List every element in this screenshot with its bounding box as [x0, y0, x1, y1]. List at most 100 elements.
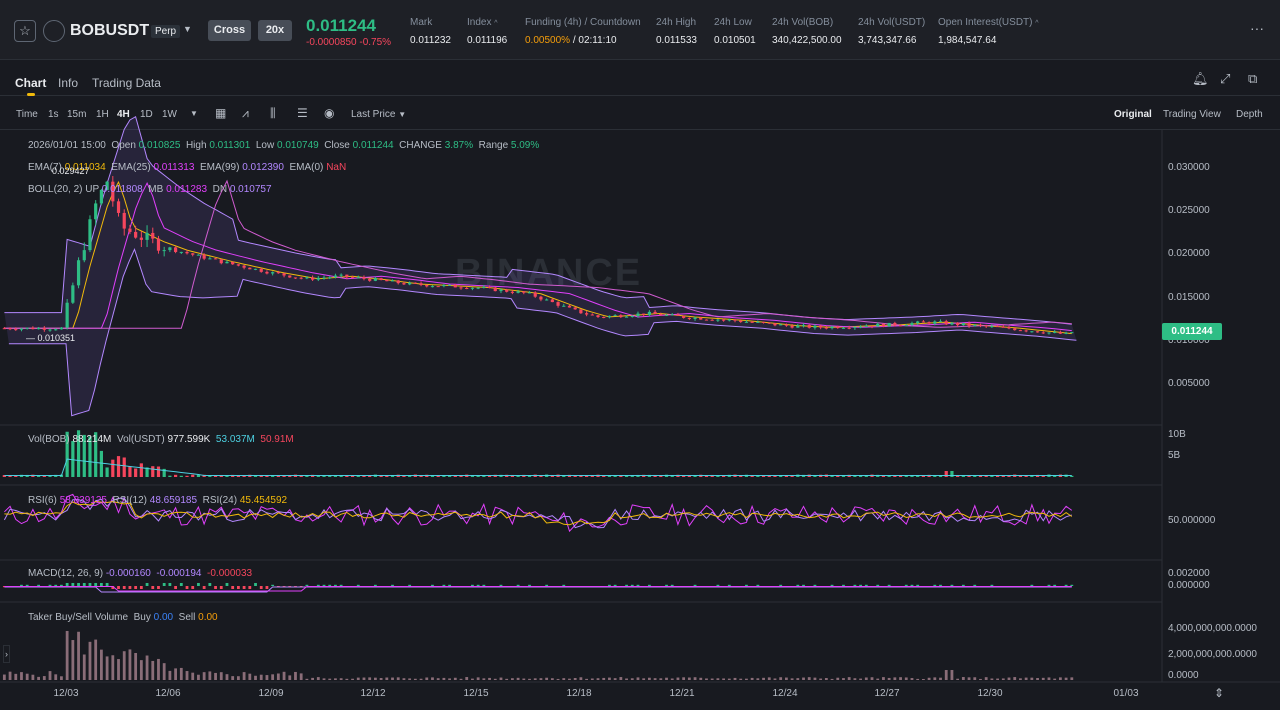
ohlc-legend: 2026/01/01 15:00 Open 0.010825 High 0.01…: [28, 140, 540, 151]
taker-volume-bar: [807, 677, 811, 680]
target-icon[interactable]: ◉: [324, 106, 335, 120]
taker-volume-bar: [391, 677, 394, 680]
taker-volume-bar: [893, 677, 897, 680]
volume-bar: [322, 475, 326, 477]
candle-body: [1024, 330, 1028, 332]
macd-hist-bar: [25, 584, 29, 586]
bell-icon[interactable]: 🔔︎: [1192, 71, 1209, 86]
candle-body: [545, 299, 549, 301]
expand-left-icon[interactable]: ›: [3, 645, 10, 663]
macd-hist-bar: [1030, 584, 1034, 586]
macd-hist-bar: [516, 584, 520, 586]
candle-type-icon[interactable]: ⫼: [270, 106, 276, 120]
active-tab-indicator: [27, 93, 35, 96]
taker-volume-bar: [42, 676, 46, 680]
macd-hist-bar: [65, 583, 69, 586]
candle-body: [790, 325, 794, 328]
view-depth[interactable]: Depth: [1236, 109, 1263, 120]
interval-dropdown-icon[interactable]: ▼: [190, 109, 198, 118]
candle-body: [716, 319, 720, 321]
taker-volume-bar: [853, 678, 857, 680]
macd-hist-bar: [391, 584, 394, 586]
taker-volume-bar: [510, 678, 514, 680]
leverage-button[interactable]: 20x: [258, 20, 292, 41]
macd-hist-bar: [1053, 584, 1057, 586]
interval-1d[interactable]: 1D: [140, 109, 153, 120]
volume-bar: [122, 457, 126, 477]
macd-hist-bar: [219, 586, 223, 589]
margin-mode-button[interactable]: Cross: [208, 20, 251, 41]
market-header: ☆ BOBUSDT Perp ▼ Cross 20x 0.011244 -0.0…: [0, 0, 1280, 60]
settings-list-icon[interactable]: ☰: [297, 106, 308, 120]
popout-icon[interactable]: ⧉: [1248, 71, 1258, 86]
volume-bar: [790, 475, 794, 477]
time-label[interactable]: Time: [16, 109, 38, 120]
taker-volume-bar: [882, 677, 885, 680]
interval-1w[interactable]: 1W: [162, 109, 177, 120]
indicator-icon[interactable]: ⩘: [242, 106, 249, 120]
candle-body: [664, 314, 669, 316]
macd-hist-bar: [48, 584, 52, 586]
taker-volume-bar: [625, 678, 628, 680]
candle-body: [824, 327, 828, 329]
rsi12-line: [3, 497, 1072, 529]
taker-volume-bar: [202, 672, 206, 680]
price-type-select[interactable]: Last Price ▼: [351, 109, 407, 120]
candle-body: [990, 326, 994, 328]
interval-15m[interactable]: 15m: [67, 109, 87, 120]
rsi-lines: [3, 493, 1073, 533]
volume-bar: [1007, 475, 1011, 477]
volume-bar: [619, 475, 623, 477]
macd-hist-bar: [162, 583, 166, 586]
view-trading-view[interactable]: Trading View: [1163, 109, 1221, 120]
tab-info[interactable]: Info: [58, 76, 79, 90]
interval-1h[interactable]: 1H: [96, 109, 109, 120]
macd-hist-bar: [37, 584, 40, 586]
volume-bar: [145, 467, 149, 477]
tab-chart[interactable]: Chart: [15, 76, 47, 90]
candle-body: [111, 181, 115, 202]
macd-hist-bar: [876, 584, 880, 586]
high-annotation: 0.029427: [52, 166, 90, 176]
favorite-star-icon[interactable]: ☆: [14, 20, 36, 42]
candle-body: [236, 264, 240, 266]
taker-volume-bar: [830, 678, 834, 680]
tab-trading-data[interactable]: Trading Data: [92, 76, 161, 90]
candle-body: [864, 325, 868, 327]
volume-bar: [225, 475, 229, 477]
volume-bar: [448, 475, 452, 477]
taker-volume-bar: [442, 677, 446, 680]
stat-value-24h-vol-usdt: 3,743,347.66: [858, 35, 917, 46]
taker-volume-bar: [219, 672, 223, 680]
taker-volume-bar: [927, 677, 931, 680]
expand-icon[interactable]: ⤢: [1220, 71, 1231, 86]
calendar-icon[interactable]: ▦: [215, 106, 227, 120]
volume-bar: [345, 475, 349, 477]
volume-bar: [585, 475, 589, 477]
more-horizontal-icon[interactable]: ···: [1250, 20, 1264, 36]
volume-bar: [242, 475, 246, 477]
interval-4h[interactable]: 4H: [117, 109, 130, 120]
taker-volume-bar: [334, 678, 337, 680]
candle-body: [1001, 326, 1005, 328]
macd-hist-bar: [1070, 584, 1074, 586]
candle-body: [796, 325, 800, 328]
interval-1s[interactable]: 1s: [48, 109, 59, 120]
stat-value-24h-high: 0.011533: [656, 35, 697, 46]
macd-hist-bar: [316, 584, 320, 586]
view-original[interactable]: Original: [1114, 109, 1152, 120]
volume-bar: [436, 475, 440, 477]
candle-body: [2, 328, 6, 330]
taker-volume-bar: [271, 674, 275, 680]
symbol-name[interactable]: BOBUSDT: [70, 22, 150, 39]
scale-adjust-icon[interactable]: ⇕: [1214, 686, 1225, 700]
candle-body: [328, 277, 332, 279]
volume-bar: [761, 475, 766, 477]
candle-body: [448, 284, 452, 286]
symbol-dropdown-icon[interactable]: ▼: [183, 24, 192, 34]
candle-body: [99, 189, 103, 204]
volume-bar: [682, 475, 686, 477]
volume-bar: [938, 475, 943, 477]
candle-body: [893, 322, 897, 326]
